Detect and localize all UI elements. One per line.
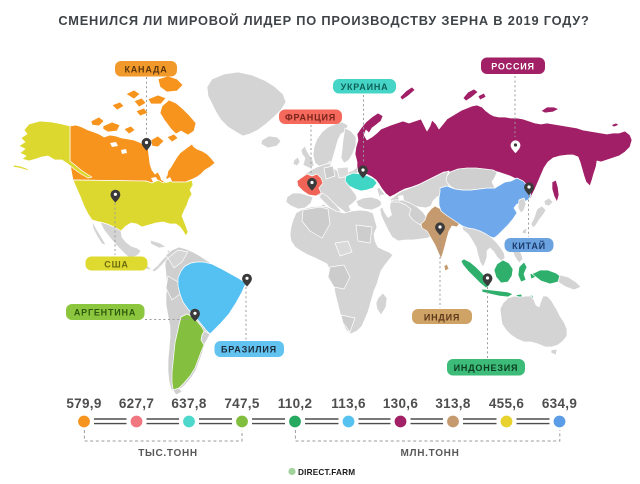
svg-text:130,6: 130,6 (383, 396, 418, 411)
svg-text:США: США (104, 260, 128, 270)
svg-text:579,9: 579,9 (66, 396, 101, 411)
svg-text:БРАЗИЛИЯ: БРАЗИЛИЯ (221, 345, 277, 355)
svg-text:МЛН.ТОНН: МЛН.ТОНН (400, 448, 459, 459)
svg-text:ИНДИЯ: ИНДИЯ (424, 313, 460, 323)
svg-text:634,9: 634,9 (542, 396, 577, 411)
svg-text:113,6: 113,6 (331, 396, 366, 411)
svg-text:КИТАЙ: КИТАЙ (512, 240, 546, 251)
svg-text:313,8: 313,8 (435, 396, 470, 411)
svg-text:КАНАДА: КАНАДА (124, 65, 167, 75)
svg-text:ТЫС.ТОНН: ТЫС.ТОНН (138, 448, 198, 459)
svg-text:DIRECT.FARM: DIRECT.FARM (298, 468, 355, 477)
svg-text:СМЕНИЛСЯ ЛИ МИРОВОЙ ЛИДЕР ПО П: СМЕНИЛСЯ ЛИ МИРОВОЙ ЛИДЕР ПО ПРОИЗВОДСТВ… (58, 13, 589, 28)
svg-text:637,8: 637,8 (171, 396, 206, 411)
svg-text:ИНДОНЕЗИЯ: ИНДОНЕЗИЯ (454, 363, 519, 373)
svg-text:747,5: 747,5 (224, 396, 259, 411)
svg-text:РОССИЯ: РОССИЯ (491, 62, 535, 72)
svg-text:627,7: 627,7 (119, 396, 154, 411)
svg-text:ФРАНЦИЯ: ФРАНЦИЯ (285, 113, 336, 123)
svg-text:АРГЕНТИНА: АРГЕНТИНА (74, 308, 136, 318)
svg-text:455,6: 455,6 (489, 396, 524, 411)
svg-text:110,2: 110,2 (278, 396, 313, 411)
svg-text:УКРАИНА: УКРАИНА (341, 82, 389, 92)
